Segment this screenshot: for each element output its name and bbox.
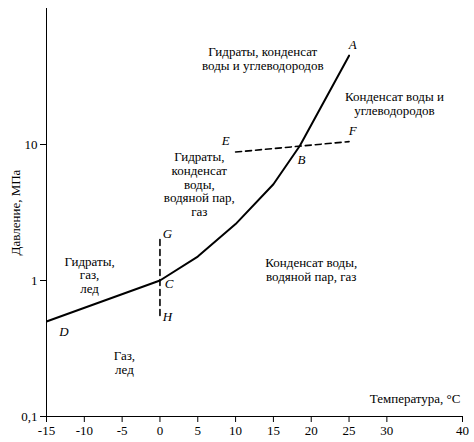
svg-text:Гидраты,конденсатводы,водяной: Гидраты,конденсатводы,водяной пар,газ [164, 149, 235, 219]
svg-text:Гидраты,газ,лед: Гидраты,газ,лед [65, 254, 115, 296]
svg-text:0,1: 0,1 [21, 409, 37, 424]
svg-text:10: 10 [229, 423, 242, 438]
svg-text:D: D [58, 324, 69, 339]
svg-text:15: 15 [267, 423, 280, 438]
svg-text:Конденсат воды,водяной пар, га: Конденсат воды,водяной пар, газ [265, 255, 357, 284]
svg-text:20: 20 [305, 423, 318, 438]
svg-text:40: 40 [456, 423, 469, 438]
svg-text:G: G [163, 226, 173, 241]
svg-text:E: E [221, 133, 230, 148]
svg-text:B: B [297, 152, 305, 167]
svg-text:H: H [162, 309, 173, 324]
svg-text:10: 10 [25, 137, 38, 152]
svg-text:30: 30 [380, 423, 393, 438]
svg-text:-5: -5 [117, 423, 128, 438]
svg-text:Температура, °C: Температура, °C [370, 391, 461, 406]
svg-text:Конденсат воды иуглеводородов: Конденсат воды иуглеводородов [345, 89, 444, 118]
svg-text:Давление, МПа: Давление, МПа [8, 169, 23, 255]
svg-text:-15: -15 [38, 423, 55, 438]
svg-text:0: 0 [157, 423, 164, 438]
svg-text:F: F [348, 123, 358, 138]
svg-text:A: A [348, 37, 357, 52]
svg-text:C: C [165, 276, 174, 291]
svg-text:25: 25 [343, 423, 356, 438]
svg-text:Гидраты, конденсатводы и углев: Гидраты, конденсатводы и углеводородов [202, 44, 324, 73]
svg-text:-10: -10 [76, 423, 93, 438]
svg-text:1: 1 [31, 273, 38, 288]
svg-text:Газ,лед: Газ,лед [114, 348, 135, 377]
svg-text:5: 5 [195, 423, 202, 438]
